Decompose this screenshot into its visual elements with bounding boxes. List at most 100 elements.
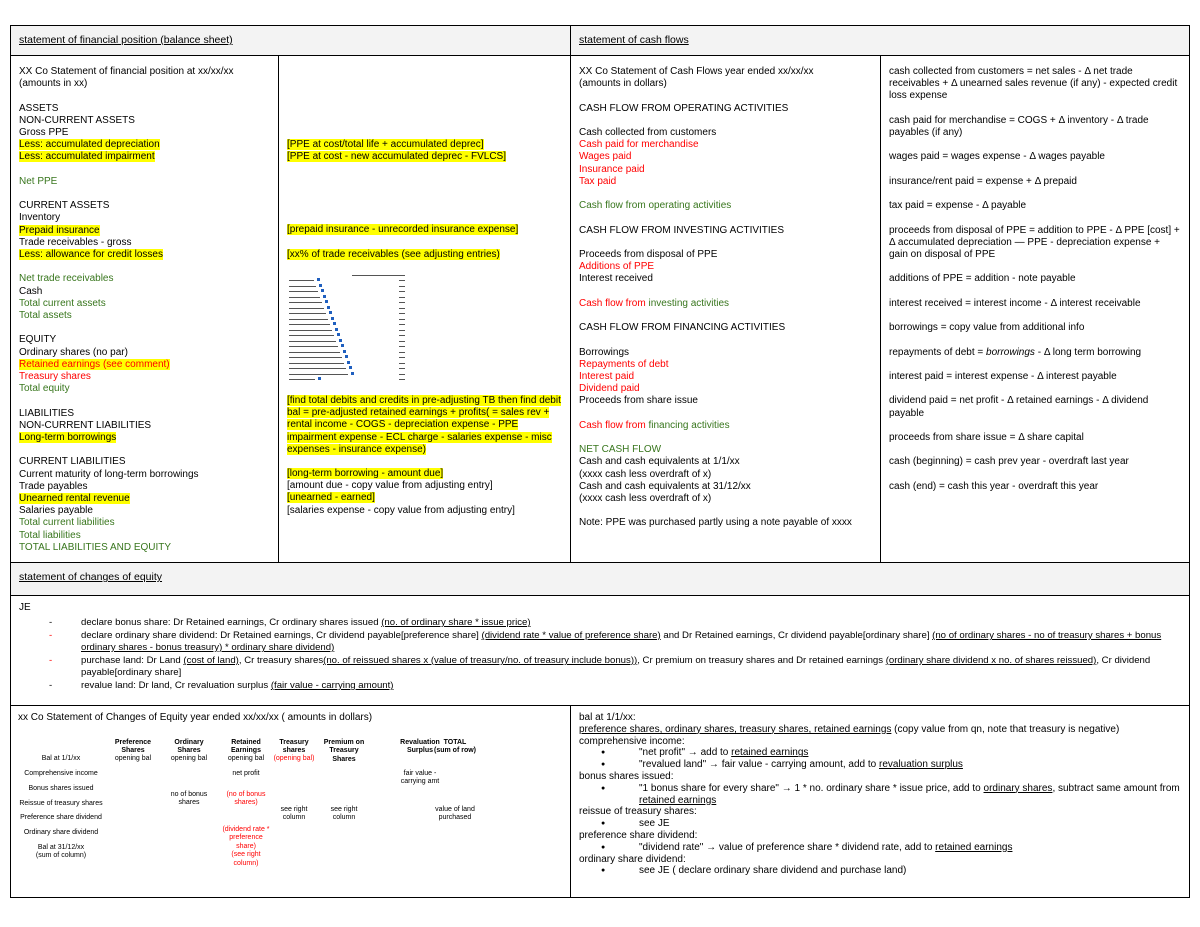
thumb-marker bbox=[341, 344, 344, 347]
bullet-item: see JE bbox=[579, 818, 1181, 830]
text-segment: (cost of land) bbox=[183, 655, 239, 666]
thumb-line bbox=[289, 379, 315, 380]
text-segment: Note: PPE was purchased partly using a n… bbox=[579, 517, 852, 529]
text-segment: , subtract same amount from bbox=[1052, 782, 1180, 794]
text-segment: Borrowings bbox=[579, 346, 630, 358]
text-line bbox=[19, 322, 270, 334]
text-segment: (no. of ordinary share * issue price) bbox=[381, 617, 531, 628]
text-line bbox=[579, 212, 872, 224]
text-line: [salaries expense - copy value from adju… bbox=[287, 505, 515, 517]
text-segment: - Δ long term borrowing bbox=[1034, 346, 1142, 358]
text-line: repayments of debt = borrowings - Δ long… bbox=[889, 347, 1181, 359]
text-line: Interest received bbox=[579, 273, 872, 285]
text-segment: Cash and cash equivalents at 31/12/xx bbox=[579, 480, 751, 492]
text-line: [prepaid insurance - unrecorded insuranc… bbox=[287, 224, 562, 236]
text-segment: wages paid = wages expense - Δ wages pay… bbox=[889, 151, 1105, 163]
text-segment: , Cr dividend payable[ordinary share] bbox=[81, 655, 1151, 678]
text-segment: [salaries expense - copy value from adju… bbox=[287, 504, 515, 516]
text-segment: (xxxx cash less overdraft of x) bbox=[579, 492, 712, 504]
text-line: Treasury shares bbox=[19, 371, 270, 383]
text-segment: retained earnings bbox=[935, 841, 1013, 853]
thumb-value bbox=[399, 307, 405, 309]
text-segment: Insurance paid bbox=[579, 163, 645, 175]
text-segment: XX Co Statement of Cash Flows year ended… bbox=[579, 66, 814, 77]
thumb-marker bbox=[351, 371, 354, 375]
equity-table-cell: see right column bbox=[280, 806, 308, 822]
thumb-marker bbox=[337, 333, 340, 336]
text-line: LIABILITIES bbox=[19, 408, 270, 420]
text-segment: ASSETS bbox=[19, 102, 59, 114]
thumb-line bbox=[289, 307, 324, 309]
text-segment: (xxxx cash less overdraft of x) bbox=[579, 468, 712, 480]
text-segment: ordinary share dividend: bbox=[579, 853, 686, 865]
text-line: interest received = interest income - Δ … bbox=[889, 298, 1181, 310]
balance-sheet-header: statement of financial position (balance… bbox=[10, 25, 571, 56]
equity-table-cell: Bal at 1/1/xx bbox=[41, 755, 81, 762]
text-segment: Interest paid bbox=[579, 370, 635, 382]
text-line: Interest paid bbox=[579, 371, 872, 383]
text-segment: cash (end) = cash this year - overdraft … bbox=[889, 480, 1099, 492]
thumb-marker bbox=[327, 305, 330, 309]
text-line: Net trade receivables bbox=[19, 273, 270, 285]
equity-table-cell: Revaluation Surplus bbox=[400, 739, 440, 755]
text-line: Total current assets bbox=[19, 298, 270, 310]
journal-entries: JE - declare bonus share: Dr Retained ear… bbox=[10, 595, 1190, 706]
thumb-marker bbox=[333, 322, 336, 325]
thumb-header bbox=[352, 275, 405, 276]
text-segment: [amount due - copy value from adjusting … bbox=[287, 480, 493, 492]
text-line: Unearned rental revenue bbox=[19, 493, 270, 505]
text-segment: (no of ordinary shares - no of treasury … bbox=[81, 630, 1162, 653]
bullet-item: "revalued land" → fair value - carrying … bbox=[579, 759, 1181, 771]
text-line: NET CASH FLOW bbox=[579, 444, 872, 456]
text-segment: proceeds from disposal of PPE = addition… bbox=[889, 224, 1180, 260]
thumb-marker bbox=[318, 377, 321, 380]
text-line: Note: PPE was purchased partly using a n… bbox=[579, 517, 872, 529]
text-line: Net PPE bbox=[19, 176, 270, 188]
text-line: additions of PPE = addition - note payab… bbox=[889, 273, 1181, 285]
text-segment: Net trade receivables bbox=[19, 273, 114, 285]
bullet-item: see JE ( declare ordinary share dividend… bbox=[579, 865, 1181, 877]
text-line bbox=[579, 90, 872, 102]
equity-table-cell: no of bonus shares bbox=[170, 791, 208, 807]
text-line: CASH FLOW FROM INVESTING ACTIVITIES bbox=[579, 225, 872, 237]
equity-table-cell: Bonus shares issued bbox=[28, 785, 94, 792]
text-segment: see JE ( declare ordinary share dividend… bbox=[639, 865, 907, 877]
text-line: Cash and cash equivalents at 31/12/xx bbox=[579, 481, 872, 493]
text-line bbox=[19, 444, 270, 456]
thumb-value bbox=[399, 313, 405, 314]
text-line: Cash flow from financing activities bbox=[579, 420, 872, 432]
equity-statement-notes: bal at 1/1/xx: preference shares, ordinar… bbox=[570, 705, 1190, 898]
text-segment: [unearned - earned] bbox=[287, 492, 375, 504]
bullet-item: "net profit" → add to retained earnings bbox=[579, 747, 1181, 759]
equity-table-cell: value of land purchased bbox=[435, 806, 475, 822]
thumb-marker bbox=[317, 278, 320, 281]
note-heading: bal at 1/1/xx: bbox=[579, 712, 1181, 724]
text-line: Less: accumulated impairment bbox=[19, 151, 270, 163]
je-item: - declare bonus share: Dr Retained earnin… bbox=[19, 617, 1181, 629]
dash-bullet-icon: - bbox=[49, 630, 53, 641]
text-line: proceeds from disposal of PPE = addition… bbox=[889, 225, 1181, 262]
text-line bbox=[287, 176, 562, 188]
text-line: EQUITY bbox=[19, 334, 270, 346]
text-segment: Gross PPE bbox=[19, 127, 69, 138]
text-segment: insurance/rent paid = expense + Δ prepai… bbox=[889, 175, 1077, 187]
text-segment: Proceeds from share issue bbox=[579, 395, 698, 407]
text-line: [PPE at cost - new accumulated deprec - … bbox=[287, 151, 562, 163]
text-segment: Prepaid insurance bbox=[19, 224, 100, 236]
thumb-marker bbox=[335, 327, 338, 331]
text-line: Trade payables bbox=[19, 481, 270, 493]
text-line bbox=[287, 115, 562, 127]
text-segment: cash (beginning) = cash prev year - over… bbox=[889, 456, 1129, 468]
bullet-item: "1 bonus share for every share" → 1 * no… bbox=[579, 783, 1181, 807]
text-line bbox=[287, 200, 562, 212]
text-segment: preference shares, ordinary shares, trea… bbox=[579, 723, 892, 735]
thumb-line bbox=[289, 329, 332, 331]
text-line: wages paid = wages expense - Δ wages pay… bbox=[889, 151, 1181, 163]
text-line: Cash bbox=[19, 286, 270, 298]
text-segment: Ordinary shares (no par) bbox=[19, 346, 128, 358]
text-segment: retained earnings bbox=[639, 794, 717, 806]
text-line: CURRENT ASSETS bbox=[19, 200, 270, 212]
thumb-line bbox=[289, 335, 334, 336]
text-segment: Total liabilities bbox=[19, 529, 81, 541]
text-segment: (ordinary share dividend x no. of shares… bbox=[885, 655, 1097, 666]
